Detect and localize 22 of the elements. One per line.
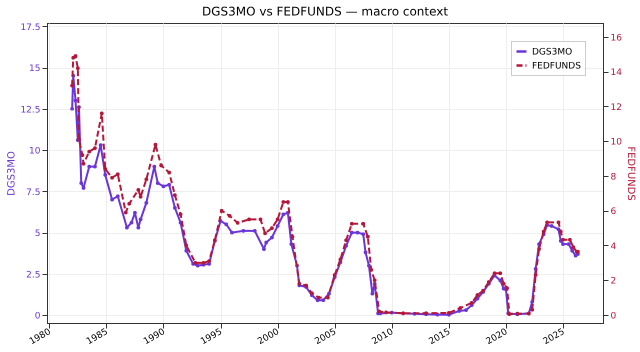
- y-tick-label: 10: [29, 146, 41, 157]
- y-tick-label: 15: [29, 64, 40, 74]
- y2-tick-label: 12: [610, 102, 622, 113]
- y-tick-label: 7.5: [26, 188, 40, 198]
- y-tick-label: 12.5: [20, 105, 40, 116]
- y-tick-label: 17.5: [20, 22, 40, 33]
- y-tick-label: 2.5: [26, 270, 40, 280]
- y2-tick-label: 14: [610, 68, 622, 78]
- y2-tick-label: 0: [610, 312, 616, 322]
- y-axis-title: DGS3MO: [6, 151, 18, 196]
- legend-label: DGS3MO: [532, 48, 572, 58]
- y2-tick-label: 10: [610, 138, 622, 148]
- y2-tick-label: 4: [610, 242, 616, 252]
- y-tick-label: 0: [34, 312, 41, 322]
- y2-tick-label: 16: [610, 33, 622, 44]
- legend-label: FEDFUNDS: [532, 62, 582, 72]
- y2-tick-label: 8: [610, 172, 616, 182]
- y2-tick-label: 2: [610, 276, 616, 287]
- chart-title: DGS3MO vs FEDFUNDS — macro context: [202, 4, 448, 18]
- y-tick-label: 5: [34, 229, 40, 240]
- y2-tick-label: 6: [610, 207, 616, 218]
- y2-axis-title: FEDFUNDS: [624, 146, 636, 201]
